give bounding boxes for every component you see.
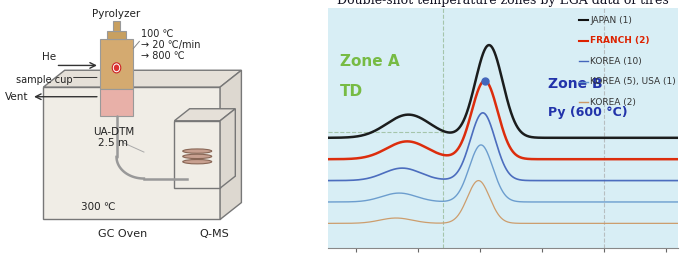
Text: He: He (42, 52, 57, 62)
Text: JAPAN (1): JAPAN (1) (590, 16, 632, 25)
Text: 300 ℃: 300 ℃ (81, 202, 116, 212)
Bar (113, 21, 120, 30)
Polygon shape (175, 109, 236, 121)
Text: Pyrolyzer: Pyrolyzer (92, 9, 140, 19)
Text: KOREA (2): KOREA (2) (590, 98, 636, 107)
Bar (100, 90, 134, 116)
Text: UA-DTM
2.5 m: UA-DTM 2.5 m (93, 127, 134, 148)
Text: sample cup: sample cup (16, 75, 73, 85)
Text: 100 ℃: 100 ℃ (141, 29, 173, 39)
Polygon shape (220, 70, 241, 219)
Text: KOREA (10): KOREA (10) (590, 57, 642, 66)
Ellipse shape (112, 63, 121, 73)
Bar (108, 30, 125, 39)
Polygon shape (220, 109, 236, 188)
Polygon shape (43, 70, 241, 87)
Text: Zone B: Zone B (548, 77, 603, 91)
Text: KOREA (5), USA (1): KOREA (5), USA (1) (590, 77, 676, 86)
Text: Q-MS: Q-MS (199, 229, 229, 239)
Ellipse shape (183, 154, 212, 158)
Text: TD: TD (340, 84, 363, 99)
Text: Vent: Vent (5, 92, 28, 102)
Text: → 800 ℃: → 800 ℃ (141, 51, 185, 61)
Text: FRANCH (2): FRANCH (2) (590, 36, 649, 45)
Text: Py (600 °C): Py (600 °C) (548, 106, 627, 119)
Title: Double-shot temperature zones by EGA data of tires: Double-shot temperature zones by EGA dat… (337, 0, 669, 6)
Ellipse shape (183, 149, 212, 153)
Text: GC Oven: GC Oven (98, 229, 147, 239)
Ellipse shape (114, 65, 119, 71)
Bar (43, 87, 220, 219)
Text: → 20 ℃/min: → 20 ℃/min (141, 40, 201, 50)
Ellipse shape (183, 159, 212, 164)
Bar (175, 121, 220, 188)
Text: Zone A: Zone A (340, 54, 400, 69)
Bar (100, 39, 134, 90)
